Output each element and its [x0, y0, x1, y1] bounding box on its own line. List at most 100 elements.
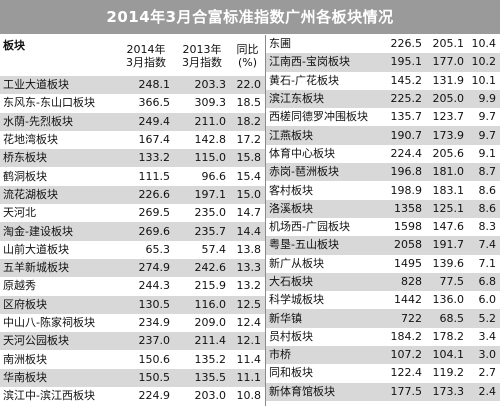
table-row: 花地湾板块 167.4 142.8 17.2	[0, 131, 265, 149]
yoy-change: 2.7	[478, 366, 497, 380]
yoy-change: 6.8	[468, 272, 500, 292]
yoy-change: 13.8	[236, 242, 262, 256]
index-2013: 183.1	[432, 183, 465, 197]
yoy-change: 3.4	[478, 329, 497, 343]
index-2013: 96.6	[201, 169, 227, 183]
index-2014: 224.9	[138, 389, 171, 403]
yoy-change: 8.7	[468, 163, 500, 182]
index-2014: 65.3	[145, 242, 171, 256]
header-row: 板块 2014年 3月指数 2013年 3月指数 同比 (%)	[0, 35, 265, 76]
index-2014: 145.2	[390, 73, 423, 87]
table-row: 黄石-广花板块 145.2 131.9 10.1	[266, 72, 500, 90]
table-row: 西槎同德罗冲围板块 135.7 123.7 9.7	[266, 108, 500, 126]
index-2014: 226.5	[390, 37, 423, 51]
left-table: 板块 2014年 3月指数 2013年 3月指数 同比 (%) 工业大道板块 248.1…	[0, 35, 265, 405]
index-2014: 366.5	[138, 96, 171, 110]
yoy-change: 9.9	[468, 89, 500, 109]
yoy-change: 8.6	[468, 199, 500, 218]
index-2013: 173.9	[426, 126, 468, 145]
block-name: 黄石-广花板块	[269, 73, 339, 87]
header-2014: 2014年 3月指数	[118, 35, 174, 76]
table-row: 赤岗-琶洲板块 196.8 181.0 8.7	[266, 163, 500, 182]
block-name: 东圃	[269, 37, 291, 51]
yoy-change: 2.4	[468, 382, 500, 401]
index-2013: 135.5	[174, 368, 230, 388]
yoy-change: 8.6	[478, 183, 497, 197]
index-2014: 198.9	[390, 183, 423, 197]
table-row: 员村板块 184.2 178.2 3.4	[266, 328, 500, 346]
block-name: 新华镇	[266, 309, 382, 328]
yoy-change: 10.1	[471, 73, 497, 87]
block-name: 五羊新城板块	[0, 258, 118, 278]
yoy-change: 11.1	[230, 368, 265, 388]
yoy-change: 6.0	[478, 293, 497, 307]
index-2014: 167.4	[138, 133, 171, 147]
table-row: 工业大道板块 248.1 203.3 22.0	[0, 76, 265, 95]
table-row: 客村板块 198.9 183.1 8.6	[266, 181, 500, 199]
yoy-change: 17.2	[236, 133, 262, 147]
index-2013: 203.0	[194, 389, 227, 403]
index-2013: 211.4	[174, 332, 230, 351]
index-2014: 196.8	[382, 163, 426, 182]
table-row: 东风东-东山口板块 366.5 309.3 18.5	[0, 94, 265, 112]
yoy-change: 22.0	[230, 76, 265, 95]
block-name: 新体育馆板块	[266, 382, 382, 401]
yoy-change: 15.0	[230, 185, 265, 205]
index-2013: 136.0	[432, 293, 465, 307]
index-2013: 178.2	[432, 329, 465, 343]
yoy-change: 10.4	[471, 37, 497, 51]
yoy-change: 10.2	[468, 53, 500, 72]
table-row: 江燕板块 190.7 173.9 9.7	[266, 126, 500, 145]
block-name: 新广从板块	[269, 256, 324, 270]
index-2014: 1442	[394, 293, 422, 307]
block-name: 花地湾板块	[3, 133, 58, 147]
index-2014: 107.2	[382, 346, 426, 365]
table-row: 大石板块 828 77.5 6.8	[266, 272, 500, 292]
yoy-change: 15.4	[236, 169, 262, 183]
index-2014: 133.2	[118, 149, 174, 168]
yoy-change: 11.4	[236, 352, 262, 366]
index-2013: 135.2	[194, 352, 227, 366]
yoy-change: 12.1	[230, 332, 265, 351]
index-2013: 147.6	[432, 220, 465, 234]
yoy-change: 3.0	[468, 346, 500, 365]
table-row: 新广从板块 1495 139.6 7.1	[266, 255, 500, 273]
block-name: 东风东-东山口板块	[3, 96, 95, 110]
yoy-change: 14.4	[230, 222, 265, 241]
block-name: 南洲板块	[3, 352, 47, 366]
index-2013: 209.0	[194, 316, 227, 329]
index-2014: 150.5	[118, 368, 174, 388]
block-name: 江南西-宝岗板块	[266, 53, 382, 72]
block-name: 桥东板块	[0, 149, 118, 168]
block-name: 流花湖板块	[0, 185, 118, 205]
index-2014: 184.2	[390, 329, 423, 343]
block-name: 原越秀	[3, 279, 36, 293]
table-row: 原越秀 244.3 215.9 13.2	[0, 277, 265, 295]
block-name: 西槎同德罗冲围板块	[269, 110, 368, 124]
block-name: 天河北	[3, 206, 36, 220]
header-yoy: 同比 (%)	[230, 35, 265, 76]
header-2013: 2013年 3月指数	[174, 35, 230, 76]
index-2013: 123.7	[432, 110, 465, 124]
table-row: 体育中心板块 224.4 205.6 9.1	[266, 145, 500, 163]
index-2013: 211.0	[174, 112, 230, 131]
block-name: 同和板块	[269, 366, 313, 380]
index-2014: 828	[382, 272, 426, 292]
table-row: 五羊新城板块 274.9 242.6 13.3	[0, 258, 265, 278]
yoy-change: 7.1	[478, 256, 497, 270]
index-2014: 274.9	[118, 258, 174, 278]
block-name: 中山八-陈家祠板块	[3, 316, 95, 329]
yoy-change: 9.1	[478, 146, 497, 160]
block-name: 赤岗-琶洲板块	[266, 163, 382, 182]
index-2014: 1495	[394, 256, 422, 270]
header-block: 板块	[0, 35, 118, 76]
yoy-change: 13.3	[230, 258, 265, 278]
index-2013: 215.9	[194, 279, 227, 293]
index-2013: 57.4	[201, 242, 227, 256]
index-2013: 119.2	[432, 366, 465, 380]
index-2014: 237.0	[118, 332, 174, 351]
block-name: 科学城板块	[269, 293, 324, 307]
yoy-change: 10.8	[236, 389, 262, 403]
index-2013: 177.0	[426, 53, 468, 72]
